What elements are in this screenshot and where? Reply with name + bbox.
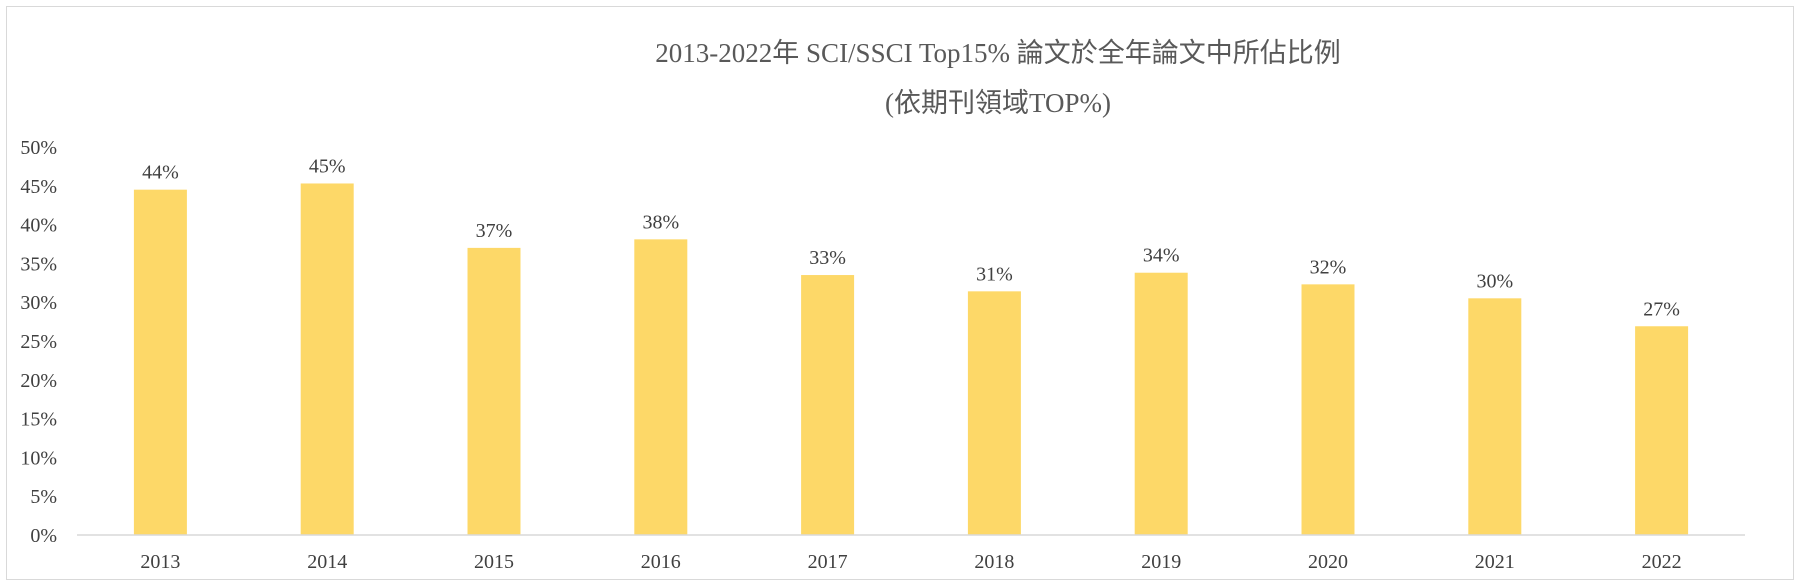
y-tick-label: 5% xyxy=(30,486,57,508)
y-tick-label: 15% xyxy=(20,409,57,431)
x-tick-label-2017: 2017 xyxy=(808,551,848,573)
bars xyxy=(133,183,1689,536)
data-label-2017: 33% xyxy=(809,247,846,269)
bar-2016 xyxy=(634,239,688,535)
bar-2020 xyxy=(1301,284,1355,535)
data-label-2015: 37% xyxy=(476,220,513,242)
data-label-2014: 45% xyxy=(309,155,346,177)
bar-2022 xyxy=(1635,326,1689,535)
chart-subtitle: (依期刊領域TOP%) xyxy=(885,88,1111,118)
y-tick-label: 20% xyxy=(20,370,57,392)
x-tick-label-2016: 2016 xyxy=(641,551,681,573)
x-tick-label-2014: 2014 xyxy=(307,551,347,573)
data-label-2020: 32% xyxy=(1310,256,1347,278)
y-tick-label: 25% xyxy=(20,331,57,353)
x-axis-ticks: 2013 2014 2015 2016 2017 2018 2019 2020 2021 2022 xyxy=(140,551,1681,573)
data-label-2019: 34% xyxy=(1143,245,1180,267)
x-tick-label-2022: 2022 xyxy=(1642,551,1682,573)
data-label-2018: 31% xyxy=(976,263,1013,285)
bar-2017 xyxy=(801,275,855,535)
bar-2021 xyxy=(1468,298,1522,535)
y-tick-label: 30% xyxy=(20,292,57,314)
y-tick-label: 35% xyxy=(20,253,57,275)
bar-2013 xyxy=(133,189,187,535)
x-tick-label-2013: 2013 xyxy=(140,551,180,573)
x-tick-label-2015: 2015 xyxy=(474,551,514,573)
y-axis-ticks: 0% 5% 10% 15% 20% 25% 30% 35% 40% 45% 50% xyxy=(20,137,57,547)
x-tick-label-2021: 2021 xyxy=(1475,551,1515,573)
bar-2018 xyxy=(967,291,1021,535)
x-tick-label-2018: 2018 xyxy=(974,551,1014,573)
data-label-2013: 44% xyxy=(142,162,179,184)
bar-2014 xyxy=(300,183,354,536)
y-tick-label: 0% xyxy=(30,525,57,547)
y-tick-label: 50% xyxy=(20,137,57,159)
data-label-2022: 27% xyxy=(1643,298,1680,320)
y-tick-label: 10% xyxy=(20,447,57,469)
data-labels: 44% 45% 37% 38% 33% 31% 34% 32% 30% 27% xyxy=(142,155,1680,320)
chart-title: 2013-2022年 SCI/SSCI Top15% 論文於全年論文中所佔比例 xyxy=(655,38,1340,68)
y-tick-label: 45% xyxy=(20,176,57,198)
x-tick-label-2020: 2020 xyxy=(1308,551,1348,573)
data-label-2016: 38% xyxy=(642,211,679,233)
y-tick-label: 40% xyxy=(20,215,57,237)
data-label-2021: 30% xyxy=(1476,270,1513,292)
bar-2015 xyxy=(467,247,521,535)
x-tick-label-2019: 2019 xyxy=(1141,551,1181,573)
bar-2019 xyxy=(1134,272,1188,535)
